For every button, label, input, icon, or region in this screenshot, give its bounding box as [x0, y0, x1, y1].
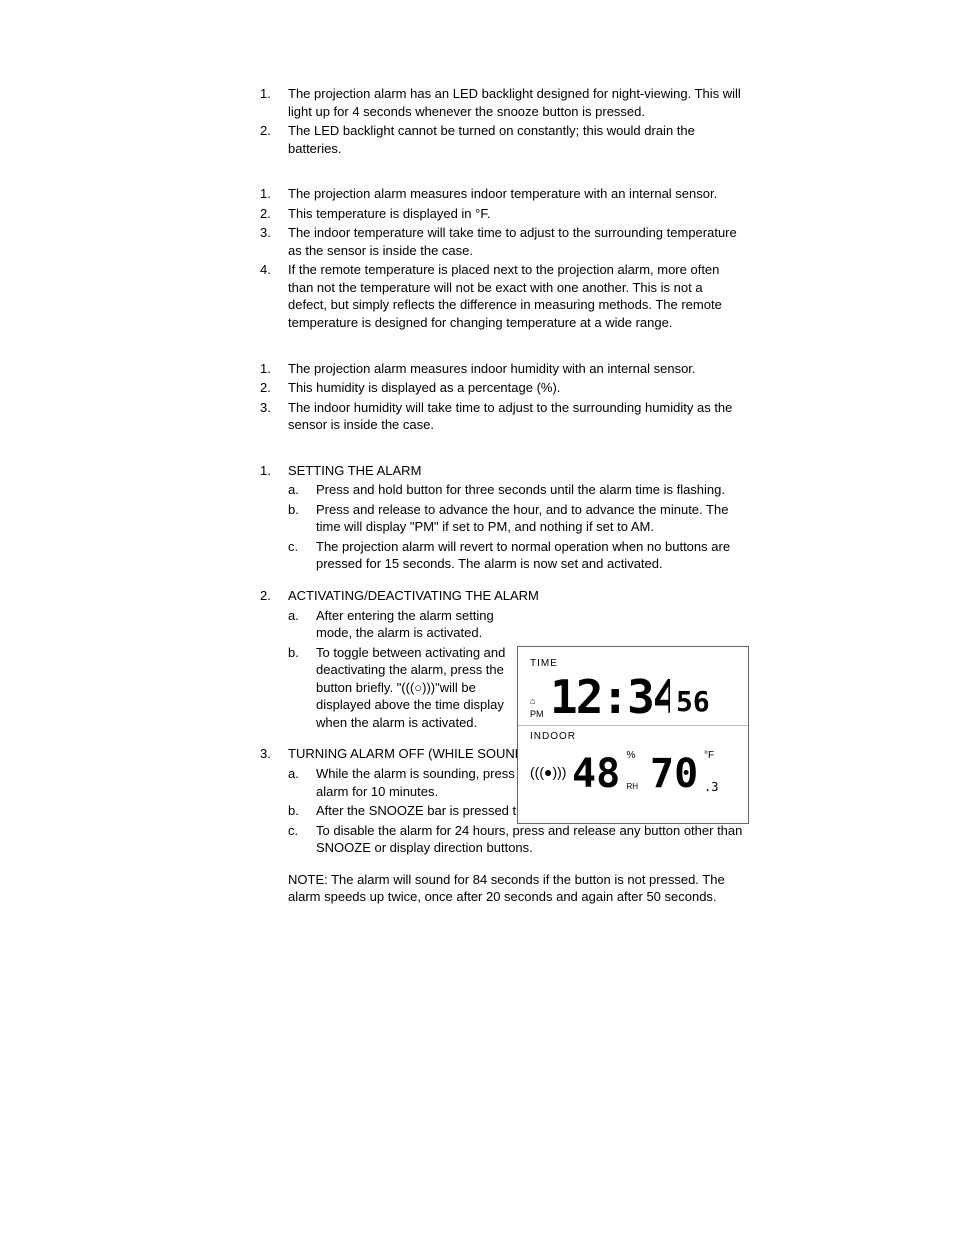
num: 3.	[260, 745, 288, 905]
letter: b.	[288, 501, 316, 536]
page: 1.The projection alarm has an LED backli…	[0, 0, 954, 1235]
letter: c.	[288, 538, 316, 573]
text: If the remote temperature is placed next…	[288, 261, 744, 331]
text: Press and release to advance the hour, a…	[316, 501, 744, 536]
num: 1.	[260, 360, 288, 378]
letter: b.	[288, 802, 316, 820]
letter: a.	[288, 607, 316, 642]
subtitle: SETTING THE ALARM	[288, 463, 421, 478]
svg-text:48: 48	[572, 751, 620, 793]
lcd-pm: PM	[530, 710, 544, 719]
tower-icon: ⌂	[530, 697, 544, 706]
num: 2.	[260, 379, 288, 397]
text: The LED backlight cannot be turned on co…	[288, 122, 744, 157]
letter: c.	[288, 822, 316, 857]
lcd-time-main: 12:34	[550, 671, 670, 719]
svg-text:70: 70	[650, 751, 698, 793]
alarm-icon: (((●)))	[530, 763, 566, 782]
lcd-temp: 70	[650, 751, 704, 793]
lcd-humidity: 48	[572, 751, 626, 793]
text: The projection alarm has an LED backligh…	[288, 85, 744, 120]
letter: a.	[288, 765, 316, 800]
num: 2.	[260, 587, 288, 733]
letter: a.	[288, 481, 316, 499]
text: After entering the alarm setting mode, t…	[316, 607, 526, 642]
lcd-label-indoor: INDOOR	[530, 730, 736, 744]
text: Press and hold button for three seconds …	[316, 481, 744, 499]
subtitle: ACTIVATING/DEACTIVATING THE ALARM	[288, 588, 539, 603]
text: The projection alarm measures indoor tem…	[288, 185, 744, 203]
svg-text:12:34: 12:34	[550, 671, 670, 719]
num: 1.	[260, 462, 288, 575]
num: 1.	[260, 85, 288, 120]
list-temperature: 1.The projection alarm measures indoor t…	[260, 185, 744, 331]
note: NOTE: The alarm will sound for 84 second…	[288, 871, 744, 906]
humidity-sub: RH	[626, 783, 638, 791]
text: The projection alarm will revert to norm…	[316, 538, 744, 573]
list-humidity: 1.The projection alarm measures indoor h…	[260, 360, 744, 434]
num: 3.	[260, 399, 288, 434]
text: This humidity is displayed as a percenta…	[288, 379, 744, 397]
temp-dec: .3	[704, 781, 718, 793]
letter: b.	[288, 644, 316, 732]
num: 2.	[260, 122, 288, 157]
text: To toggle between activating and deactiv…	[316, 644, 526, 732]
subtitle: TURNING ALARM OFF (WHILE SOUNDING)	[288, 746, 552, 761]
num: 3.	[260, 224, 288, 259]
text: The indoor humidity will take time to ad…	[288, 399, 744, 434]
num: 2.	[260, 205, 288, 223]
lcd-label-time: TIME	[530, 657, 736, 671]
temp-unit: °F	[704, 751, 718, 761]
lcd-time-sec: 56	[676, 685, 716, 715]
text: The indoor temperature will take time to…	[288, 224, 744, 259]
num: 4.	[260, 261, 288, 331]
text: The projection alarm measures indoor hum…	[288, 360, 744, 378]
num: 1.	[260, 185, 288, 203]
list-backlight: 1.The projection alarm has an LED backli…	[260, 85, 744, 157]
text: This temperature is displayed in °F.	[288, 205, 744, 223]
text: To disable the alarm for 24 hours, press…	[316, 822, 744, 857]
svg-text:56: 56	[676, 685, 710, 715]
text: SETTING THE ALARM a.Press and hold butto…	[288, 462, 744, 575]
lcd-figure: TIME ⌂ PM 12:34 56 INDOOR (((●))) 48 %	[517, 646, 749, 824]
humidity-unit: %	[626, 751, 638, 761]
